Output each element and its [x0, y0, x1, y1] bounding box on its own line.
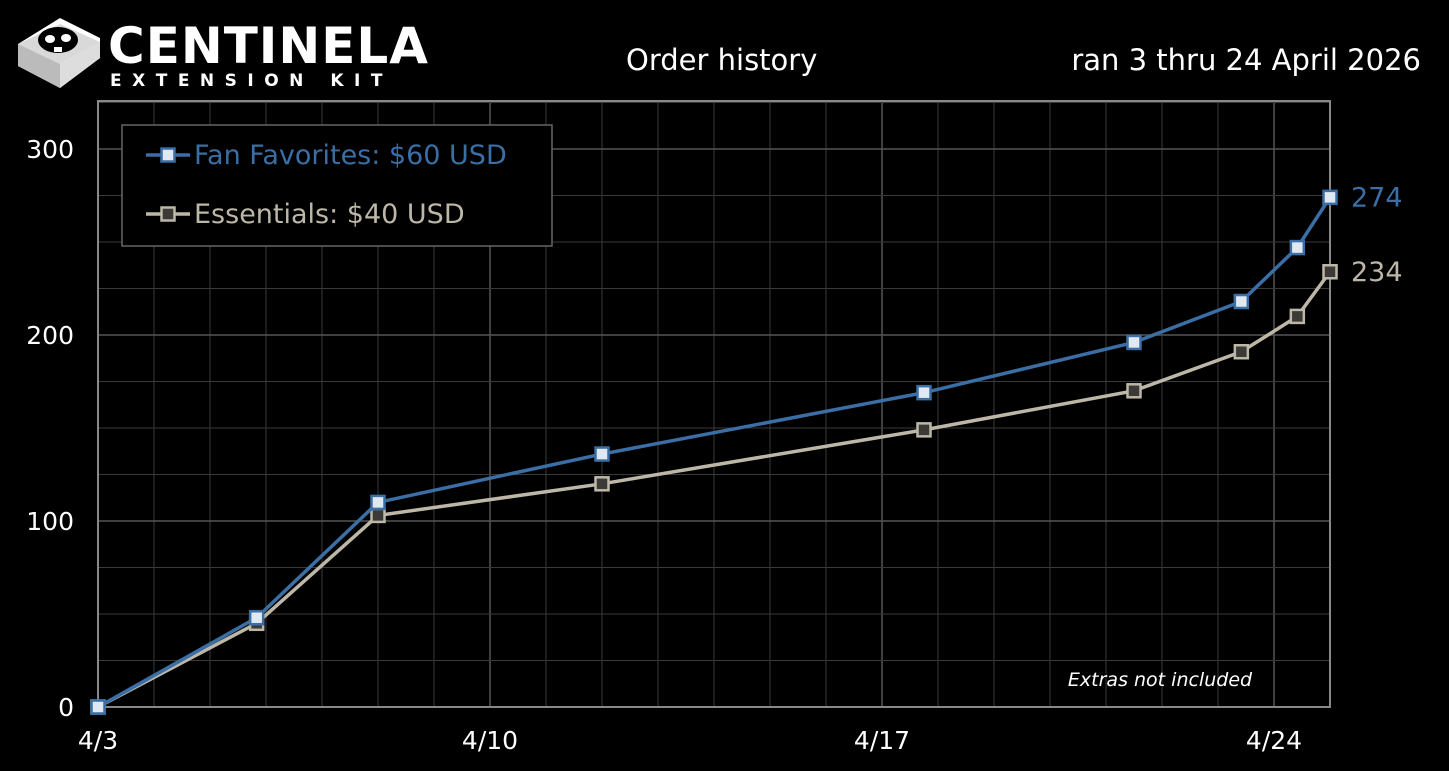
data-point [1233, 343, 1250, 360]
chart-annotation: Extras not included [1068, 669, 1253, 691]
data-point [1126, 383, 1142, 399]
series-layer: 234 274 [90, 182, 1403, 715]
legend-label: Essentials: $40 USD [194, 199, 465, 230]
legend-box [121, 124, 553, 247]
x-axis-ticks: 4/3 4/10 4/17 4/24 [78, 726, 1302, 755]
chart-title: Order history [626, 43, 818, 77]
data-point [370, 494, 386, 511]
data-point [90, 699, 106, 715]
data-point [370, 507, 386, 524]
data-point [594, 446, 610, 462]
y-tick-label: 100 [26, 507, 74, 536]
data-point [594, 476, 610, 492]
x-tick-label: 4/24 [1246, 726, 1302, 755]
x-tick-label: 4/17 [854, 726, 910, 755]
data-point [1289, 239, 1306, 256]
data-point [248, 609, 265, 626]
brand-logo: CENTINELA EXTENSION KIT [14, 14, 428, 94]
data-point [1289, 308, 1306, 325]
chart-subtitle: ran 3 thru 24 April 2026 [1071, 43, 1421, 77]
y-tick-label: 200 [26, 321, 74, 350]
series: 234 [90, 257, 1403, 715]
series-end-label: 234 [1351, 257, 1403, 288]
series: 274 [90, 182, 1403, 715]
legend-swatch-marker [160, 206, 176, 222]
legend-swatch-marker [160, 147, 176, 163]
data-point [1233, 293, 1250, 310]
legend-label: Fan Favorites: $60 USD [194, 140, 507, 171]
data-point [916, 422, 932, 438]
data-point [1126, 334, 1142, 351]
y-tick-label: 300 [26, 135, 74, 164]
data-point [1322, 189, 1338, 206]
x-tick-label: 4/3 [78, 726, 118, 755]
y-axis-ticks: 0 100 200 300 [26, 135, 74, 722]
data-point [916, 384, 932, 401]
y-tick-label: 0 [58, 693, 74, 722]
brand-subtitle: EXTENSION KIT [110, 71, 393, 91]
x-tick-label: 4/10 [462, 726, 518, 755]
brand-title: CENTINELA [108, 17, 429, 75]
plot-area [97, 100, 1331, 708]
chart-legend: Fan Favorites: $60 USD Essentials: $40 US… [121, 124, 553, 247]
series-end-label: 274 [1351, 182, 1403, 213]
keycap-skull-icon [18, 18, 100, 88]
data-point [1322, 264, 1338, 280]
